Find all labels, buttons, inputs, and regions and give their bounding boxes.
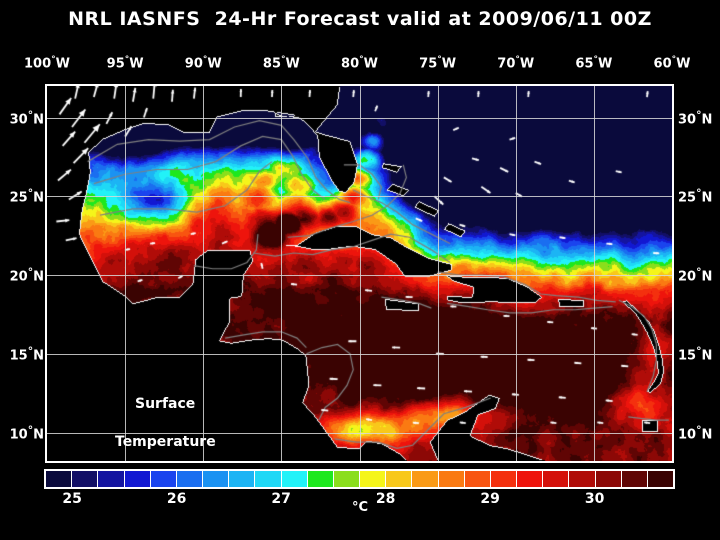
- colorbar-band-16: [464, 471, 491, 487]
- longitude-label-80degW: 80°W: [341, 55, 378, 72]
- longitude-label-60degW: 60°W: [653, 55, 691, 72]
- colorbar-band-4: [150, 471, 177, 487]
- colorbar-band-3: [124, 471, 151, 487]
- sst-heatmap-canvas: [47, 86, 672, 461]
- colorbar-band-6: [203, 471, 230, 487]
- latitude-label-right-10degN: 10°N: [678, 422, 713, 443]
- latitude-label-left-10degN: 10°N: [9, 422, 44, 443]
- longitude-label-70degW: 70°W: [497, 55, 535, 72]
- colorbar-band-0: [46, 471, 73, 487]
- longitude-label-75degW: 75°W: [419, 55, 457, 72]
- longitude-label-95degW: 95°W: [106, 55, 144, 72]
- colorbar-band-17: [490, 471, 518, 487]
- colorbar-tick-29: 29: [480, 491, 500, 507]
- longitude-label-90degW: 90°W: [184, 55, 222, 72]
- colorbar-band-23: [647, 471, 674, 487]
- colorbar-tick-27: 27: [271, 491, 291, 507]
- latitude-label-right-25degN: 25°N: [678, 186, 713, 206]
- latitude-label-right-30degN: 30°N: [678, 107, 713, 128]
- map-annotation-line1: Surface: [135, 396, 196, 412]
- page-title: NRL IASNFS 24-Hr Forecast valid at 2009/…: [68, 8, 652, 30]
- colorbar-band-18: [517, 471, 544, 487]
- colorbar-band-2: [98, 471, 125, 487]
- colorbar-tick-30: 30: [584, 491, 605, 507]
- colorbar-band-5: [176, 471, 204, 487]
- map-annotation-line2: Temperature: [115, 434, 216, 450]
- longitude-label-100degW: 100°W: [24, 55, 70, 72]
- longitude-label-65degW: 65°W: [575, 55, 613, 72]
- colorbar-band-21: [595, 471, 622, 487]
- colorbar-band-14: [412, 471, 439, 487]
- colorbar-band-12: [360, 471, 387, 487]
- colorbar-unit-text: °C: [351, 500, 369, 515]
- colorbar-tick-26: 26: [166, 491, 187, 507]
- colorbar-band-10: [307, 471, 334, 487]
- colorbar-band-11: [333, 471, 361, 487]
- colorbar: [44, 469, 675, 489]
- map-plot-area: Surface Temperature: [45, 84, 674, 463]
- latitude-label-right-15degN: 15°N: [678, 344, 713, 364]
- colorbar-band-1: [72, 471, 99, 487]
- colorbar-band-20: [569, 471, 596, 487]
- colorbar-band-9: [281, 471, 308, 487]
- colorbar-band-7: [229, 471, 256, 487]
- colorbar-tick-28: 28: [375, 491, 396, 507]
- colorbar-band-22: [621, 471, 648, 487]
- latitude-label-left-25degN: 25°N: [9, 186, 44, 206]
- latitude-label-left-30degN: 30°N: [9, 107, 44, 128]
- colorbar-bands: [46, 471, 674, 487]
- colorbar-band-19: [543, 471, 570, 487]
- colorbar-tick-25: 25: [62, 491, 82, 507]
- latitude-label-left-15degN: 15°N: [9, 344, 44, 364]
- latitude-label-left-20degN: 20°N: [9, 265, 44, 285]
- colorbar-band-13: [386, 471, 413, 487]
- colorbar-band-8: [255, 471, 282, 487]
- longitude-label-85degW: 85°W: [262, 55, 300, 72]
- colorbar-band-15: [438, 471, 465, 487]
- latitude-label-right-20degN: 20°N: [678, 265, 713, 285]
- colorbar-unit-label: °C: [0, 500, 720, 515]
